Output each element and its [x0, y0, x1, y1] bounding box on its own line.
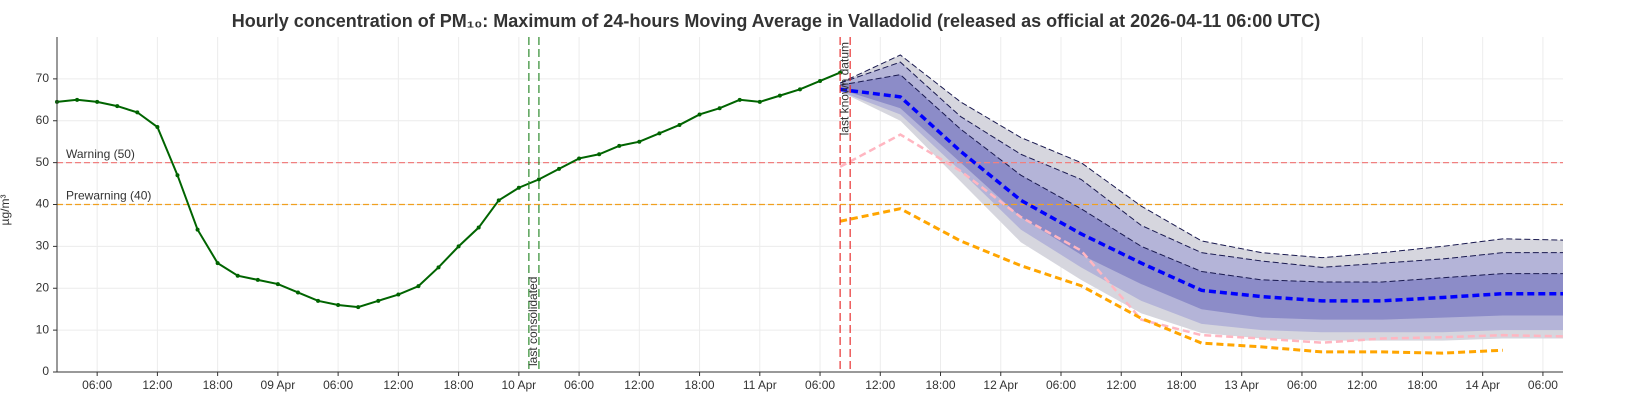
- marker-label: last consolidated: [526, 277, 540, 366]
- observed-point: [295, 290, 300, 295]
- observed-point: [697, 112, 702, 117]
- observed-point: [838, 70, 843, 75]
- y-tick-label: 20: [36, 280, 50, 294]
- observed-point: [597, 152, 602, 157]
- observed-point: [677, 122, 682, 127]
- observed-point: [777, 93, 782, 98]
- observed-point: [235, 273, 240, 278]
- y-tick-label: 50: [36, 155, 50, 169]
- x-tick-label: 06:00: [564, 378, 594, 392]
- x-tick-label: 18:00: [203, 378, 233, 392]
- observed-point: [637, 139, 642, 144]
- observed-point: [476, 225, 481, 230]
- x-tick-label: 18:00: [1166, 378, 1196, 392]
- observed-point: [436, 265, 441, 270]
- x-tick-label: 06:00: [1528, 378, 1558, 392]
- observed-point: [356, 305, 361, 310]
- threshold-label: Prewarning (40): [66, 189, 151, 203]
- observed-point: [255, 277, 260, 282]
- observed-point: [195, 227, 200, 232]
- x-tick-label: 18:00: [685, 378, 715, 392]
- forecast-band: [840, 62, 1563, 333]
- forecast-band: [840, 74, 1563, 320]
- observed-point: [75, 97, 80, 102]
- x-tick-label: 12:00: [1106, 378, 1136, 392]
- y-tick-label: 70: [36, 71, 50, 85]
- forecast-line: [839, 207, 1503, 355]
- observed-point: [536, 177, 541, 182]
- x-tick-label: 13 Apr: [1224, 378, 1259, 392]
- x-tick-label: 12:00: [142, 378, 172, 392]
- x-tick-label: 18:00: [1407, 378, 1437, 392]
- observed-point: [757, 99, 762, 104]
- threshold-label: Warning (50): [66, 147, 135, 161]
- x-tick-label: 11 Apr: [743, 378, 777, 392]
- marker-label: last known datum: [837, 42, 851, 135]
- observed-point: [316, 298, 321, 303]
- band-edge: [840, 74, 1563, 283]
- observed-point: [396, 292, 401, 297]
- x-tick-label: 12:00: [1347, 378, 1377, 392]
- observed-point: [577, 156, 582, 161]
- observed-line: [56, 71, 841, 309]
- x-tick-label: 06:00: [1046, 378, 1076, 392]
- observed-point: [135, 110, 140, 115]
- x-tick-label: 09 Apr: [261, 378, 296, 392]
- forecast-line: [839, 87, 1563, 303]
- y-tick-label: 10: [36, 322, 50, 336]
- y-tick-label: 0: [42, 364, 49, 378]
- y-tick-label: 30: [36, 239, 50, 253]
- y-tick-label: 60: [36, 113, 50, 127]
- observed-point: [496, 198, 501, 203]
- observed-point: [557, 166, 561, 171]
- x-tick-label: 06:00: [1287, 378, 1317, 392]
- observed-point: [737, 97, 742, 102]
- observed-point: [456, 244, 461, 249]
- observed-point: [818, 78, 823, 83]
- observed-point: [416, 284, 421, 289]
- observed-point: [657, 131, 662, 136]
- forecast-line: [839, 133, 1564, 344]
- band-edge: [839, 61, 1563, 268]
- chart-title: Hourly concentration of PM₁₀: Maximum of…: [232, 11, 1321, 31]
- x-tick-label: 18:00: [444, 378, 474, 392]
- observed-point: [376, 298, 381, 303]
- observed-point: [336, 303, 341, 307]
- observed-point: [95, 99, 100, 104]
- observed-point: [215, 261, 220, 266]
- observed-point: [155, 125, 160, 130]
- observed-point: [797, 87, 802, 92]
- x-tick-label: 10 Apr: [501, 378, 536, 392]
- observed-point: [115, 104, 120, 109]
- observed-point: [516, 185, 521, 190]
- x-tick-label: 06:00: [805, 378, 835, 392]
- observed-point: [275, 282, 280, 287]
- x-tick-label: 06:00: [323, 378, 353, 392]
- y-tick-label: 40: [36, 197, 50, 211]
- x-tick-label: 18:00: [926, 378, 956, 392]
- x-tick-label: 12 Apr: [983, 378, 1018, 392]
- x-tick-label: 12:00: [383, 378, 413, 392]
- observed-point: [175, 173, 180, 178]
- x-tick-label: 06:00: [82, 378, 112, 392]
- observed-point: [617, 143, 622, 148]
- x-tick-label: 12:00: [624, 378, 654, 392]
- observed-point: [717, 106, 722, 111]
- x-tick-label: 12:00: [865, 378, 895, 392]
- y-axis-label: µg/m³: [0, 195, 12, 226]
- x-tick-label: 14 Apr: [1465, 378, 1500, 392]
